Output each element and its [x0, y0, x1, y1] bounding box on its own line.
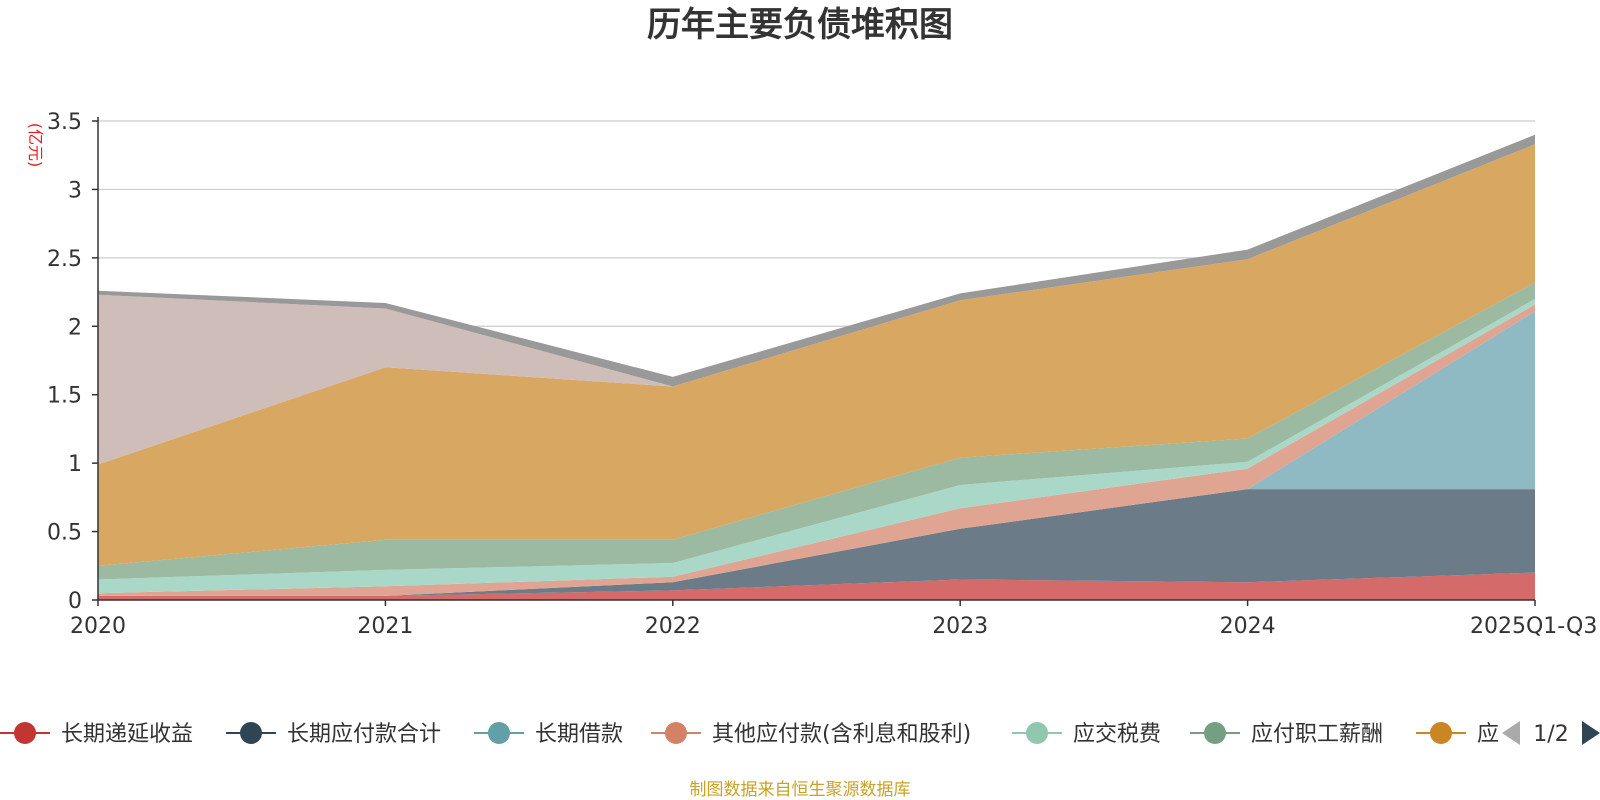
- area-series-group: [98, 134, 1535, 600]
- legend-item-4[interactable]: 应交税费: [1012, 722, 1161, 747]
- x-tick-label: 2025Q1-Q3: [1470, 614, 1597, 639]
- y-axis-unit-label: (亿元): [26, 123, 45, 168]
- legend-label: 其他应付款(含利息和股利): [712, 722, 971, 747]
- legend-circle-marker: [488, 722, 510, 744]
- area-series-0: [98, 572, 1535, 600]
- y-tick-label: 1.5: [47, 384, 82, 409]
- y-tick-label: 3: [68, 178, 82, 203]
- legend-circle-marker: [14, 722, 36, 744]
- legend-label: 长期应付款合计: [287, 722, 441, 747]
- legend-label: 应: [1477, 722, 1499, 747]
- legend-item-6[interactable]: 应: [1416, 722, 1499, 747]
- legend-prev-page-icon[interactable]: [1502, 721, 1520, 745]
- legend-label: 应付职工薪酬: [1251, 722, 1383, 747]
- y-tick-label: 2: [68, 315, 82, 340]
- legend-next-page-icon[interactable]: [1582, 721, 1600, 745]
- legend-item-1[interactable]: 长期应付款合计: [226, 722, 441, 747]
- x-tick-label: 2023: [932, 614, 988, 639]
- x-tick-label: 2020: [70, 614, 126, 639]
- legend-item-2[interactable]: 长期借款: [474, 722, 623, 747]
- legend-item-5[interactable]: 应付职工薪酬: [1190, 722, 1383, 747]
- area-series-1: [98, 489, 1535, 596]
- axes: 0 0.5 1 1.5 2 2.5 3 3.5 2020 2021 2022 2023 2024 2025…: [47, 110, 1597, 639]
- y-tick-label: 3.5: [47, 110, 82, 135]
- legend-pager: 1/2: [1502, 721, 1600, 747]
- legend-label: 长期递延收益: [61, 722, 193, 747]
- y-tick-label: 1: [68, 452, 82, 477]
- legend-circle-marker: [240, 722, 262, 744]
- legend-circle-marker: [1430, 722, 1452, 744]
- legend-item-3[interactable]: 其他应付款(含利息和股利): [651, 722, 971, 747]
- legend-item-0[interactable]: 长期递延收益: [0, 722, 193, 747]
- legend-circle-marker: [1204, 722, 1226, 744]
- y-tick-label: 0: [68, 589, 82, 614]
- legend-circle-marker: [665, 722, 687, 744]
- area-series-6: [98, 144, 1535, 566]
- data-source-note: 制图数据来自恒生聚源数据库: [690, 780, 911, 800]
- x-tick-label: 2024: [1220, 614, 1276, 639]
- legend-label: 长期借款: [535, 722, 623, 747]
- legend-label: 应交税费: [1073, 722, 1161, 747]
- y-tick-label: 2.5: [47, 247, 82, 272]
- area-series-8: [98, 134, 1535, 387]
- y-tick-label: 0.5: [47, 521, 82, 546]
- x-tick-label: 2022: [645, 614, 701, 639]
- x-tick-label: 2021: [357, 614, 413, 639]
- legend-circle-marker: [1026, 722, 1048, 744]
- area-series-5: [98, 282, 1535, 580]
- legend-page-indicator: 1/2: [1533, 722, 1568, 747]
- area-series-4: [98, 298, 1535, 594]
- legend: 长期递延收益 长期应付款合计 长期借款 其他应付款(含利息和股利) 应交税费 应付职工薪酬…: [0, 721, 1600, 747]
- chart-title: 历年主要负债堆积图: [647, 5, 953, 45]
